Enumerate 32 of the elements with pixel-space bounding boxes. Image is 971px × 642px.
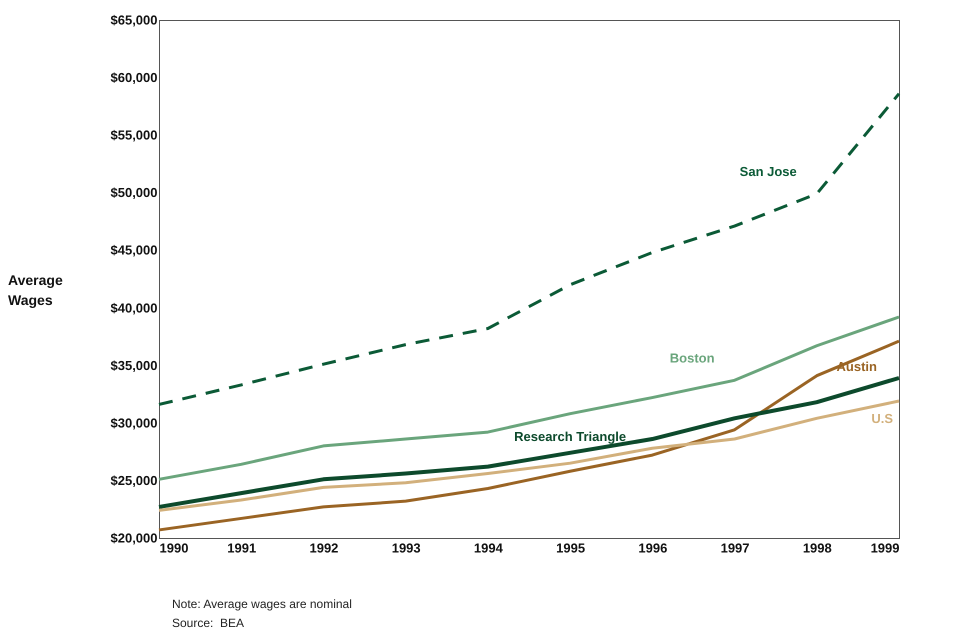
- text: Note: Average wages are nominal: [172, 596, 352, 613]
- y-tick-label: $45,000: [110, 242, 158, 258]
- line-series: [158, 340, 900, 532]
- x-tick-label: 1996: [638, 540, 668, 556]
- y-tick-label: $30,000: [110, 415, 158, 430]
- line-series: [157, 376, 901, 509]
- x-tick-label: 1999: [870, 540, 900, 556]
- y-tick-label: $20,000: [110, 530, 158, 546]
- series-label: San Jose: [740, 164, 797, 179]
- x-tick-label: 1998: [802, 540, 832, 556]
- y-tick-label: $40,000: [110, 300, 158, 316]
- y-tick-label: $35,000: [110, 358, 158, 373]
- x-tick-label: 1992: [309, 540, 338, 556]
- y-tick-label: $65,000: [110, 12, 158, 28]
- x-tick-label: 1991: [227, 540, 256, 556]
- series-label: Boston: [670, 350, 715, 366]
- y-tick-label: $25,000: [110, 472, 158, 488]
- series-label: U.S: [871, 411, 894, 426]
- x-tick-label: 1993: [392, 540, 421, 556]
- line-series: [158, 400, 900, 512]
- x-tick-label: 1994: [474, 540, 504, 556]
- x-tick-label: 1995: [556, 540, 586, 556]
- x-tick-label: 1990: [160, 540, 188, 556]
- y-tick-label: $60,000: [110, 70, 158, 86]
- y-tick-label: $50,000: [110, 185, 158, 200]
- y-tick-label: $55,000: [110, 128, 158, 143]
- x-tick-label: 1997: [720, 540, 750, 556]
- line-series: [158, 92, 900, 406]
- source-note: Source: BEA: [172, 615, 246, 632]
- line-series: [158, 315, 900, 481]
- y-axis-title: Average Wages: [8, 271, 64, 310]
- series-label: Research Triangle: [514, 428, 626, 444]
